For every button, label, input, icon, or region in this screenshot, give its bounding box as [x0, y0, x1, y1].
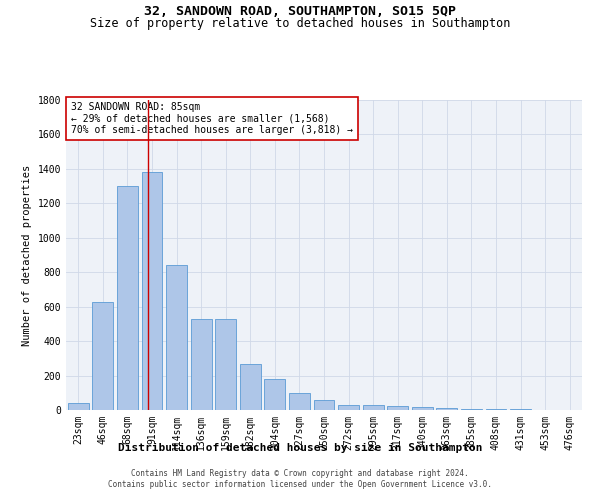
Text: Distribution of detached houses by size in Southampton: Distribution of detached houses by size … [118, 442, 482, 452]
Bar [142, 172, 163, 410]
Bar [362, 405, 383, 410]
Bar [436, 408, 457, 410]
Bar [265, 379, 286, 410]
Y-axis label: Number of detached properties: Number of detached properties [22, 164, 32, 346]
Bar [314, 400, 334, 410]
Bar [215, 318, 236, 410]
Bar [240, 364, 261, 410]
Text: Size of property relative to detached houses in Southampton: Size of property relative to detached ho… [90, 18, 510, 30]
Bar [166, 266, 187, 410]
Bar [191, 318, 212, 410]
Text: 32, SANDOWN ROAD, SOUTHAMPTON, SO15 5QP: 32, SANDOWN ROAD, SOUTHAMPTON, SO15 5QP [144, 5, 456, 18]
Bar [117, 186, 138, 410]
Bar [338, 405, 359, 410]
Bar [461, 408, 482, 410]
Text: Contains public sector information licensed under the Open Government Licence v3: Contains public sector information licen… [108, 480, 492, 489]
Bar [289, 393, 310, 410]
Bar [387, 406, 408, 410]
Bar [68, 403, 89, 410]
Bar [485, 409, 506, 410]
Text: Contains HM Land Registry data © Crown copyright and database right 2024.: Contains HM Land Registry data © Crown c… [131, 468, 469, 477]
Bar [92, 302, 113, 410]
Text: 32 SANDOWN ROAD: 85sqm
← 29% of detached houses are smaller (1,568)
70% of semi-: 32 SANDOWN ROAD: 85sqm ← 29% of detached… [71, 102, 353, 134]
Bar [412, 408, 433, 410]
